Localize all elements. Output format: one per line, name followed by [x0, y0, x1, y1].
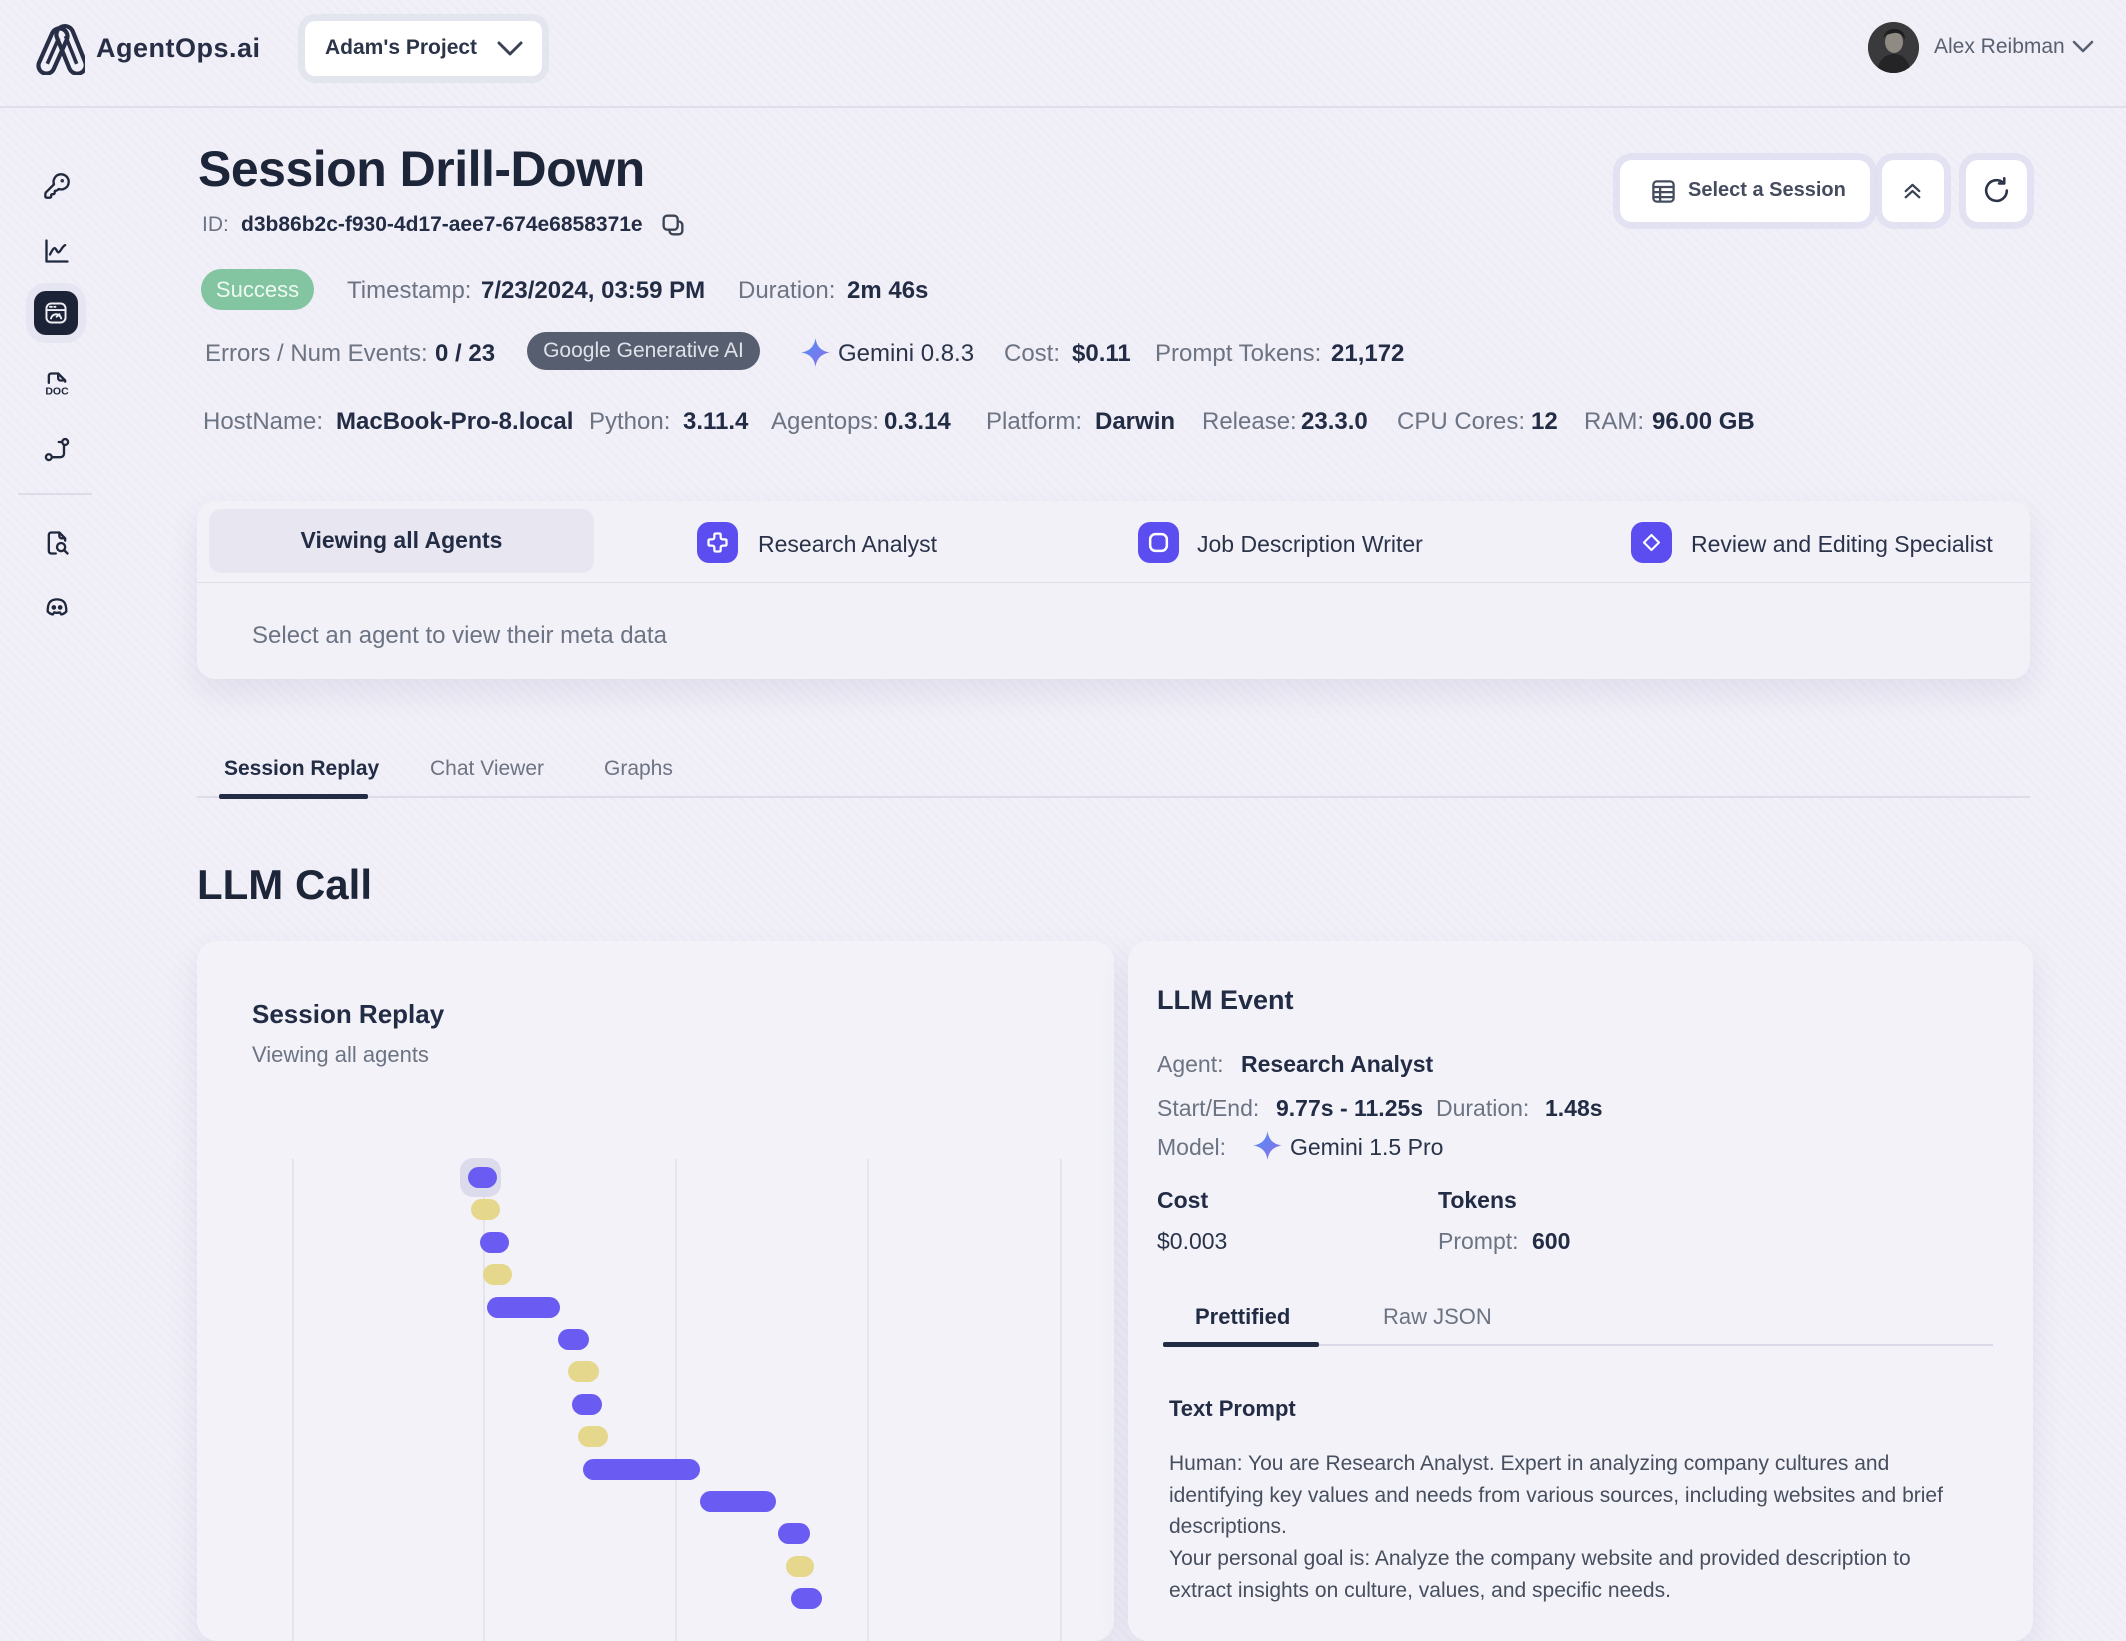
svg-text:DOC: DOC	[45, 386, 69, 398]
